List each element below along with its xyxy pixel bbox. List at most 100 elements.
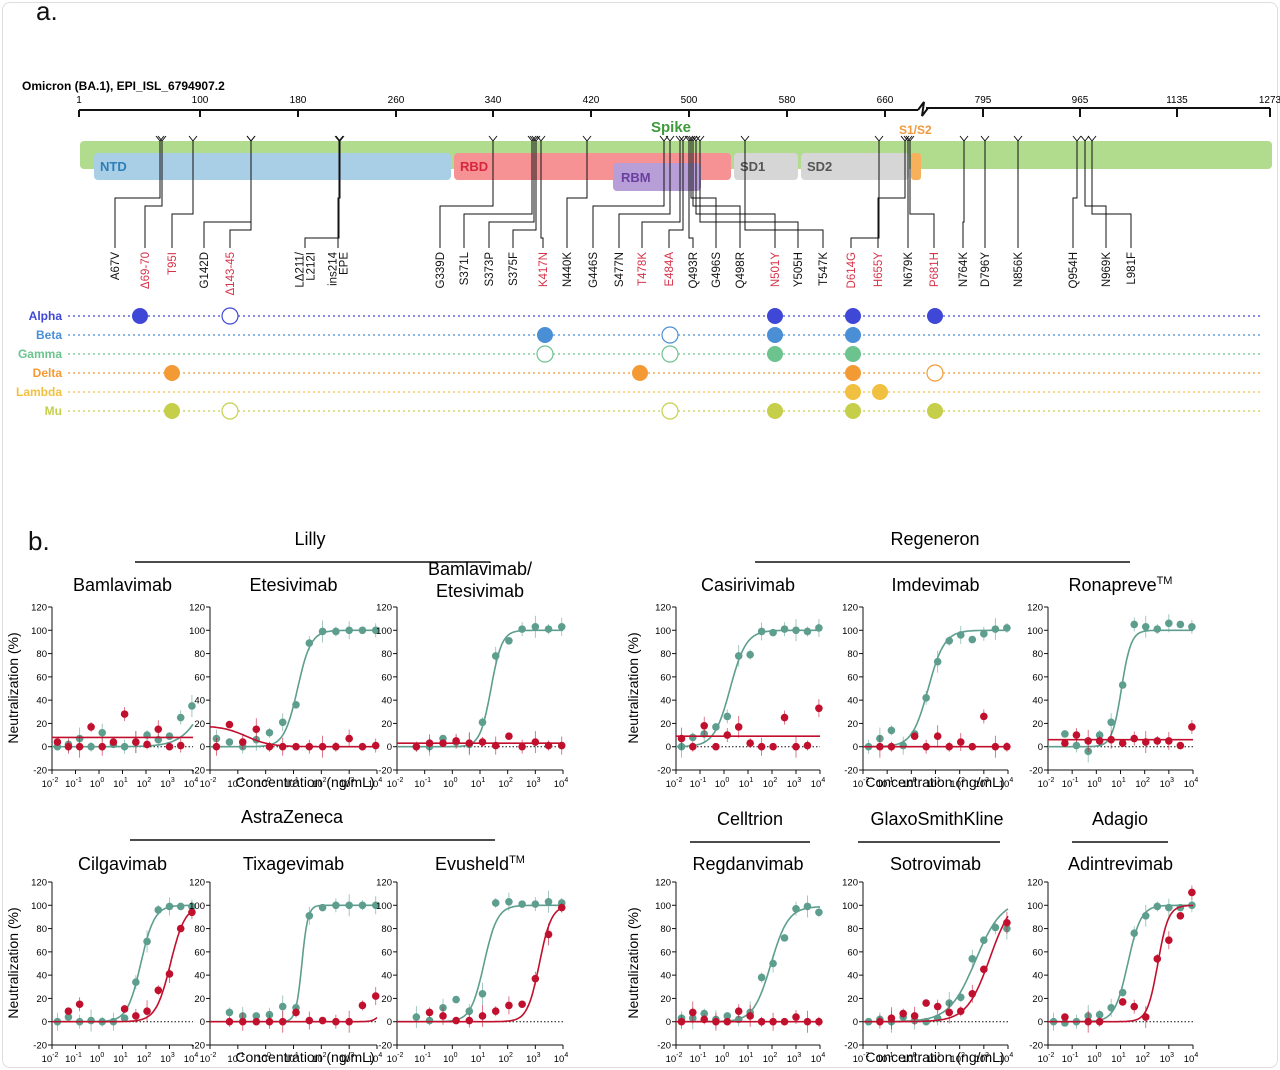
data-point-reference <box>371 626 380 635</box>
data-point-reference <box>98 728 107 737</box>
x-tick-label: 10-1 <box>65 1052 82 1065</box>
data-point-reference <box>1095 1010 1104 1019</box>
variant-label-delta: Delta <box>33 366 63 380</box>
data-point-reference <box>1165 903 1173 912</box>
data-point-omicron <box>1061 739 1069 748</box>
x-tick-label: 10-1 <box>414 1052 431 1065</box>
y-tick-label: 20 <box>660 719 671 730</box>
variant-label-gamma: Gamma <box>18 347 62 361</box>
mutation-label: A67V <box>110 252 122 280</box>
data-point-omicron <box>557 741 566 750</box>
axis-tick-label: 420 <box>583 95 600 106</box>
x-tick-label: 103 <box>160 1052 175 1065</box>
data-point-reference <box>176 902 185 911</box>
data-point-reference <box>318 903 327 912</box>
data-point-omicron <box>212 742 221 751</box>
data-point-omicron <box>318 1016 327 1025</box>
variant-label-beta: Beta <box>36 328 62 342</box>
y-tick-label: 0 <box>666 742 671 753</box>
data-point-omicron <box>278 742 287 751</box>
data-point-omicron <box>769 1017 777 1026</box>
data-point-omicron <box>412 742 421 751</box>
mutation-label: LΔ211/ <box>295 251 307 287</box>
data-point-reference <box>723 1012 732 1020</box>
y-tick-label: -20 <box>657 1041 671 1052</box>
chart-title: Bamlavimab/ <box>428 559 532 579</box>
data-point-omicron <box>64 742 73 751</box>
x-tick-label: 10-2 <box>42 1052 59 1065</box>
axis-tick-label: 580 <box>779 95 796 106</box>
data-point-omicron <box>887 1014 896 1023</box>
data-point-omicron <box>176 924 185 933</box>
data-point-reference <box>345 626 353 635</box>
data-point-reference <box>688 733 697 742</box>
mutation-tick <box>188 135 198 142</box>
y-tick-label: 40 <box>381 971 392 982</box>
data-point-reference <box>1130 929 1139 938</box>
data-point-omicron <box>425 1008 434 1017</box>
mutation-leader <box>688 141 694 248</box>
mutation-leader <box>512 141 537 248</box>
x-axis-label: Concentration (ng/mL) <box>865 1049 1004 1065</box>
x-tick-label: 100 <box>1087 777 1102 790</box>
fit-curve-reference <box>397 904 563 1023</box>
y-tick-label: 120 <box>31 603 47 614</box>
data-point-omicron <box>109 738 118 746</box>
data-point-reference <box>991 923 1000 932</box>
y-tick-label: 80 <box>194 924 205 935</box>
data-point-reference <box>176 713 185 722</box>
x-axis-label: Concentration (ng/mL) <box>235 774 374 790</box>
x-tick-label: 102 <box>1135 777 1150 790</box>
group-label-lilly: Lilly <box>294 529 325 549</box>
mutation-markers: A67V Δ69-70 T95I G142D Δ143-45 LΔ211/L212I ins… <box>110 135 1138 296</box>
data-point-reference <box>991 625 1000 633</box>
mutation-label: Δ143-45 <box>225 252 237 296</box>
y-tick-label: 120 <box>1027 878 1043 889</box>
x-tick-label: 104 <box>184 777 199 790</box>
mutation-label: T478K <box>637 252 649 286</box>
data-point-reference <box>120 1014 129 1023</box>
data-point-omicron <box>922 742 930 751</box>
x-tick-label: 100 <box>90 1052 105 1065</box>
variant-dot-filled <box>845 384 861 400</box>
y-tick-label: 80 <box>194 649 205 660</box>
group-label-celltrion: Celltrion <box>717 809 783 829</box>
fit-curve-reference <box>1048 629 1193 748</box>
data-point-omicron <box>425 739 434 748</box>
variant-dot-open <box>661 326 679 344</box>
data-point-reference <box>746 650 754 659</box>
data-point-omicron <box>225 1017 234 1026</box>
y-tick-label: 20 <box>36 719 47 730</box>
data-point-omicron <box>491 1007 500 1016</box>
panel-b-label: b. <box>28 526 50 556</box>
data-point-reference <box>120 742 129 751</box>
data-point-omicron <box>780 713 789 722</box>
data-point-reference <box>225 738 234 746</box>
data-point-reference <box>544 625 553 633</box>
mutation-leader <box>690 141 717 248</box>
x-tick-label: 101 <box>113 777 128 790</box>
mutation-leader <box>909 141 935 248</box>
variant-dot-open <box>661 345 679 363</box>
x-tick-label: 101 <box>113 1052 128 1065</box>
data-point-omicron <box>933 732 942 741</box>
x-tick-label: 101 <box>1111 777 1126 790</box>
data-point-reference <box>956 993 965 1002</box>
data-point-omicron <box>815 1017 823 1026</box>
x-tick-label: 102 <box>137 777 152 790</box>
data-point-reference <box>491 652 500 660</box>
data-point-omicron <box>165 742 174 751</box>
x-tick-label: 102 <box>137 1052 152 1065</box>
data-point-omicron <box>945 742 954 751</box>
fit-curve-reference <box>397 629 563 748</box>
data-point-reference <box>371 901 380 910</box>
mutation-tick <box>1072 135 1082 142</box>
x-tick-label: 101 <box>471 1052 486 1065</box>
y-tick-label: 60 <box>381 672 392 683</box>
mutation-leader <box>699 141 799 248</box>
mutation-tick <box>665 135 675 142</box>
